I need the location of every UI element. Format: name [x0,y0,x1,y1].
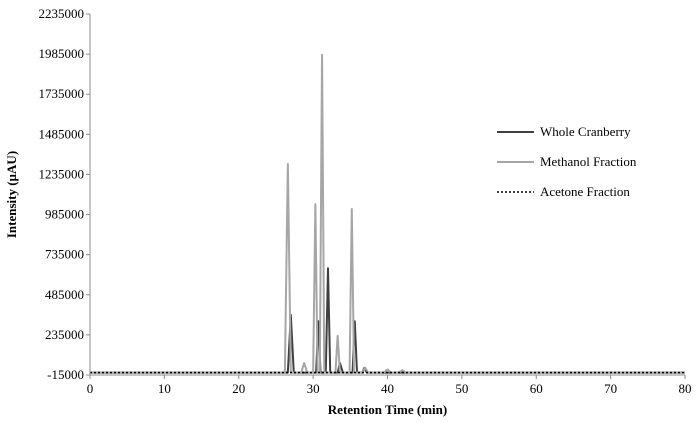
x-tick-label: 10 [158,381,171,396]
legend-label: Whole Cranberry [540,124,631,139]
y-tick-label: 735000 [45,247,84,262]
series-line-methanol-fraction [90,53,685,374]
y-tick-label: 485000 [45,287,84,302]
y-axis-title: Intensity (µAU) [4,151,19,238]
y-tick-label: 1735000 [39,86,85,101]
x-tick-label: 70 [604,381,617,396]
x-tick-label: 30 [307,381,320,396]
y-tick-label: 1235000 [39,166,85,181]
x-tick-label: 40 [381,381,394,396]
x-tick-label: 0 [87,381,94,396]
y-tick-label: 1985000 [39,46,85,61]
y-tick-label: 235000 [45,327,84,342]
x-tick-label: 50 [455,381,468,396]
legend-label: Acetone Fraction [540,184,630,199]
series-line-whole-cranberry [90,267,685,374]
legend-label: Methanol Fraction [540,154,637,169]
x-axis-title: Retention Time (min) [328,402,447,417]
y-tick-label: 985000 [45,207,84,222]
x-tick-label: 20 [232,381,245,396]
x-tick-label: 80 [679,381,692,396]
y-tick-label: 2235000 [39,6,85,21]
y-tick-label: 1485000 [39,126,85,141]
x-tick-label: 60 [530,381,543,396]
y-tick-label: -15000 [47,367,84,382]
